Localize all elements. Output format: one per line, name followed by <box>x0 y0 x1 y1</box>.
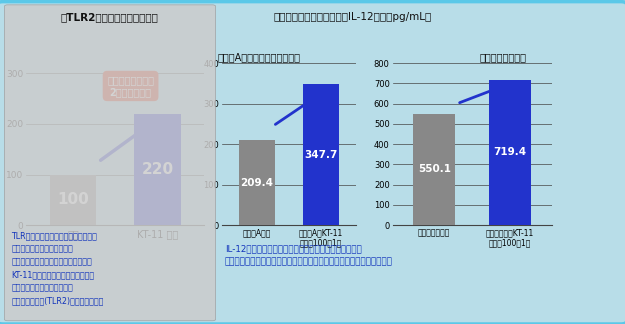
Text: 免疫レセプターが
2倍以上に増加: 免疫レセプターが 2倍以上に増加 <box>107 75 154 97</box>
Text: 100: 100 <box>57 192 89 207</box>
Text: TLR（トールライクレセプター）は、
微生物やウィルスを感知して
免疫力を活性化するレセプターです。
KT-11は、主に乳酸菌や酵母などの
免疫系素材の成分を感: TLR（トールライクレセプター）は、 微生物やウィルスを感知して 免疫力を活性化… <box>11 232 104 305</box>
Text: 【免疫細胞から分泌されたIL-12量】（pg/mL）: 【免疫細胞から分泌されたIL-12量】（pg/mL） <box>274 12 432 22</box>
Text: 220: 220 <box>142 162 174 177</box>
Bar <box>49 175 96 225</box>
Text: 550.1: 550.1 <box>418 165 451 175</box>
Text: 719.4: 719.4 <box>494 147 527 157</box>
Bar <box>413 114 455 225</box>
Text: 209.4: 209.4 <box>241 178 274 188</box>
Bar <box>489 79 531 225</box>
Bar <box>304 84 339 225</box>
Bar <box>239 140 274 225</box>
Text: IL-12は、免疫細胞から分泌される免疫調節物質です。
アンチアレルギーや免疫増強効果に働く物質として注目されています。: IL-12は、免疫細胞から分泌される免疫調節物質です。 アンチアレルギーや免疫増… <box>225 245 393 267</box>
Text: 【TLR2遣伝子発現量（％）】: 【TLR2遣伝子発現量（％）】 <box>61 12 158 22</box>
FancyBboxPatch shape <box>4 5 216 321</box>
Text: 乳酸菌A（乳製品由来）の場合: 乳酸菌A（乳製品由来）の場合 <box>218 52 301 62</box>
Text: 347.7: 347.7 <box>304 150 338 160</box>
Text: 酵母細胞壁の場合: 酵母細胞壁の場合 <box>479 52 527 62</box>
Bar <box>134 114 181 225</box>
